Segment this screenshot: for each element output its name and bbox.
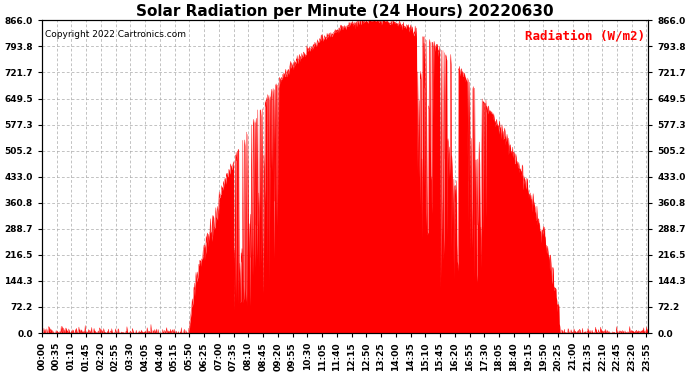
Title: Solar Radiation per Minute (24 Hours) 20220630: Solar Radiation per Minute (24 Hours) 20…	[136, 4, 554, 19]
Text: Copyright 2022 Cartronics.com: Copyright 2022 Cartronics.com	[45, 30, 186, 39]
Text: Radiation (W/m2): Radiation (W/m2)	[525, 30, 645, 43]
